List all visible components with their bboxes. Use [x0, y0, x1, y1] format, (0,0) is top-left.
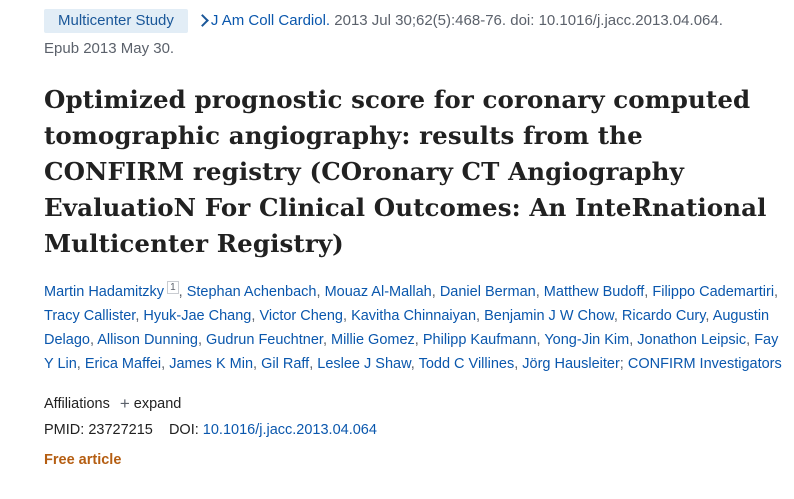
affiliations-label: Affiliations: [44, 396, 110, 412]
citation-details: 2013 Jul 30;62(5):468-76. doi: 10.1016/j…: [334, 12, 723, 29]
author-link[interactable]: Ricardo Cury: [621, 308, 706, 324]
author-link[interactable]: CONFIRM Investigators: [627, 356, 782, 372]
author-link[interactable]: Gil Raff: [261, 356, 310, 372]
author-link[interactable]: Yong-Jin Kim: [544, 332, 630, 348]
author-link[interactable]: Philipp Kaufmann: [422, 332, 537, 348]
author-link[interactable]: Martin Hadamitzky: [44, 284, 165, 300]
author-link[interactable]: Millie Gomez: [331, 332, 415, 348]
author-link[interactable]: Stephan Achenbach: [186, 284, 317, 300]
pmid-value: 23727215: [88, 422, 153, 438]
author-link[interactable]: Kavitha Chinnaiyan: [351, 308, 477, 324]
author-link[interactable]: Augustin Delago: [44, 308, 770, 348]
author-link[interactable]: Filippo Cademartiri: [652, 284, 775, 300]
affiliations-toggle[interactable]: Affiliations + expand: [44, 392, 784, 416]
journal-link[interactable]: J Am Coll Cardiol.: [210, 12, 331, 29]
author-link[interactable]: Benjamin J W Chow: [484, 308, 614, 324]
author-link[interactable]: Jonathon Leipsic: [637, 332, 747, 348]
publication-type-badge[interactable]: Multicenter Study: [44, 9, 188, 34]
epub-date: Epub 2013 May 30.: [44, 40, 175, 57]
author-link[interactable]: Victor Cheng: [259, 308, 343, 324]
doi-label: DOI:: [168, 422, 199, 438]
article-title: Optimized prognostic score for coronary …: [44, 85, 767, 258]
chevron-right-icon: [196, 14, 209, 27]
affiliation-marker[interactable]: 1: [167, 281, 179, 295]
pmid-label: PMID:: [44, 422, 85, 438]
doi-link[interactable]: 10.1016/j.jacc.2013.04.064: [202, 422, 377, 438]
authors-list: Martin Hadamitzky 1, Stephan Achenbach, M…: [44, 281, 782, 372]
article-header: Multicenter Study J Am Coll Cardiol. 2013…: [44, 8, 784, 472]
author-link[interactable]: Jörg Hausleiter: [522, 356, 620, 372]
author-link[interactable]: Mouaz Al-Mallah: [324, 284, 432, 300]
author-link[interactable]: Erica Maffei: [84, 356, 162, 372]
article-meta: Affiliations + expand PMID: 23727215 DOI…: [44, 392, 784, 472]
author-link[interactable]: Matthew Budoff: [543, 284, 645, 300]
citation-line: Multicenter Study J Am Coll Cardiol. 2013…: [44, 8, 784, 34]
free-article-label: Free article: [44, 452, 122, 468]
author-link[interactable]: Hyuk-Jae Chang: [143, 308, 252, 324]
author-link[interactable]: Tracy Callister: [44, 308, 136, 324]
author-link[interactable]: Gudrun Feuchtner: [206, 332, 323, 348]
expand-button[interactable]: expand: [133, 396, 182, 412]
author-link[interactable]: James K Min: [169, 356, 254, 372]
author-link[interactable]: Allison Dunning: [97, 332, 198, 348]
author-link[interactable]: Fay Y Lin: [44, 332, 779, 372]
author-link[interactable]: Leslee J Shaw: [317, 356, 411, 372]
identifiers-row: PMID: 23727215 DOI: 10.1016/j.jacc.2013.…: [44, 418, 784, 442]
plus-icon[interactable]: +: [119, 394, 130, 413]
author-link[interactable]: Todd C Villines: [418, 356, 515, 372]
author-link[interactable]: Daniel Berman: [439, 284, 536, 300]
